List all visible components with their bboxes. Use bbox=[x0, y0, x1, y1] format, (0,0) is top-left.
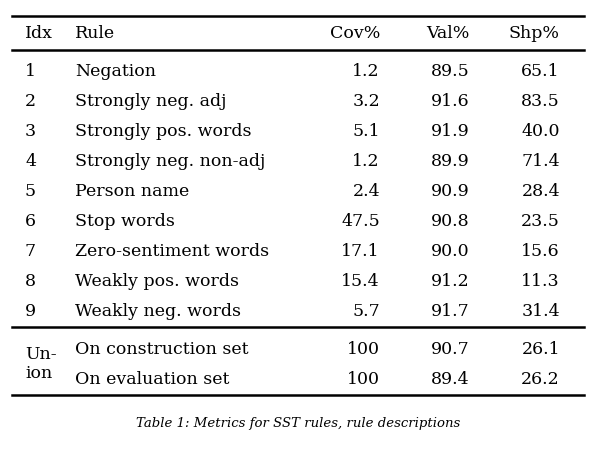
Text: 28.4: 28.4 bbox=[522, 183, 560, 199]
Text: 8: 8 bbox=[25, 273, 36, 289]
Text: 90.8: 90.8 bbox=[432, 212, 470, 229]
Text: 15.6: 15.6 bbox=[522, 242, 560, 260]
Text: Idx: Idx bbox=[25, 25, 53, 41]
Text: 91.9: 91.9 bbox=[432, 123, 470, 139]
Text: 15.4: 15.4 bbox=[342, 273, 380, 289]
Text: 91.2: 91.2 bbox=[432, 273, 470, 289]
Text: 1.2: 1.2 bbox=[352, 62, 380, 80]
Text: 90.7: 90.7 bbox=[432, 341, 470, 357]
Text: Un-
ion: Un- ion bbox=[25, 346, 57, 382]
Text: 90.9: 90.9 bbox=[432, 183, 470, 199]
Text: 91.7: 91.7 bbox=[432, 302, 470, 320]
Text: 90.0: 90.0 bbox=[432, 242, 470, 260]
Text: 3: 3 bbox=[25, 123, 36, 139]
Text: 9: 9 bbox=[25, 302, 36, 320]
Text: Strongly pos. words: Strongly pos. words bbox=[75, 123, 252, 139]
Text: 40.0: 40.0 bbox=[522, 123, 560, 139]
Text: Table 1: Metrics for SST rules, rule descriptions: Table 1: Metrics for SST rules, rule des… bbox=[136, 417, 460, 430]
Text: Val%: Val% bbox=[427, 25, 470, 41]
Text: Negation: Negation bbox=[75, 62, 156, 80]
Text: 23.5: 23.5 bbox=[521, 212, 560, 229]
Text: 3.2: 3.2 bbox=[352, 92, 380, 110]
Text: 47.5: 47.5 bbox=[342, 212, 380, 229]
Text: 6: 6 bbox=[25, 212, 36, 229]
Text: Stop words: Stop words bbox=[75, 212, 175, 229]
Text: 89.4: 89.4 bbox=[432, 370, 470, 388]
Text: 26.1: 26.1 bbox=[522, 341, 560, 357]
Text: 17.1: 17.1 bbox=[342, 242, 380, 260]
Text: 65.1: 65.1 bbox=[522, 62, 560, 80]
Text: 89.9: 89.9 bbox=[432, 152, 470, 170]
Text: 11.3: 11.3 bbox=[522, 273, 560, 289]
Text: Person name: Person name bbox=[75, 183, 190, 199]
Text: 89.5: 89.5 bbox=[432, 62, 470, 80]
Text: 2.4: 2.4 bbox=[352, 183, 380, 199]
Text: 71.4: 71.4 bbox=[522, 152, 560, 170]
Text: 5.7: 5.7 bbox=[352, 302, 380, 320]
Text: 31.4: 31.4 bbox=[522, 302, 560, 320]
Text: On construction set: On construction set bbox=[75, 341, 249, 357]
Text: 100: 100 bbox=[347, 341, 380, 357]
Text: Weakly pos. words: Weakly pos. words bbox=[75, 273, 239, 289]
Text: Zero-sentiment words: Zero-sentiment words bbox=[75, 242, 269, 260]
Text: Strongly neg. adj: Strongly neg. adj bbox=[75, 92, 226, 110]
Text: 1.2: 1.2 bbox=[352, 152, 380, 170]
Text: 91.6: 91.6 bbox=[432, 92, 470, 110]
Text: 83.5: 83.5 bbox=[522, 92, 560, 110]
Text: 2: 2 bbox=[25, 92, 36, 110]
Text: 26.2: 26.2 bbox=[522, 370, 560, 388]
Text: Weakly neg. words: Weakly neg. words bbox=[75, 302, 241, 320]
Text: 5: 5 bbox=[25, 183, 36, 199]
Text: Cov%: Cov% bbox=[330, 25, 380, 41]
Text: Strongly neg. non-adj: Strongly neg. non-adj bbox=[75, 152, 265, 170]
Text: 4: 4 bbox=[25, 152, 36, 170]
Text: 1: 1 bbox=[25, 62, 36, 80]
Text: 100: 100 bbox=[347, 370, 380, 388]
Text: 7: 7 bbox=[25, 242, 36, 260]
Text: 5.1: 5.1 bbox=[352, 123, 380, 139]
Text: Rule: Rule bbox=[75, 25, 115, 41]
Text: On evaluation set: On evaluation set bbox=[75, 370, 229, 388]
Text: Shp%: Shp% bbox=[509, 25, 560, 41]
